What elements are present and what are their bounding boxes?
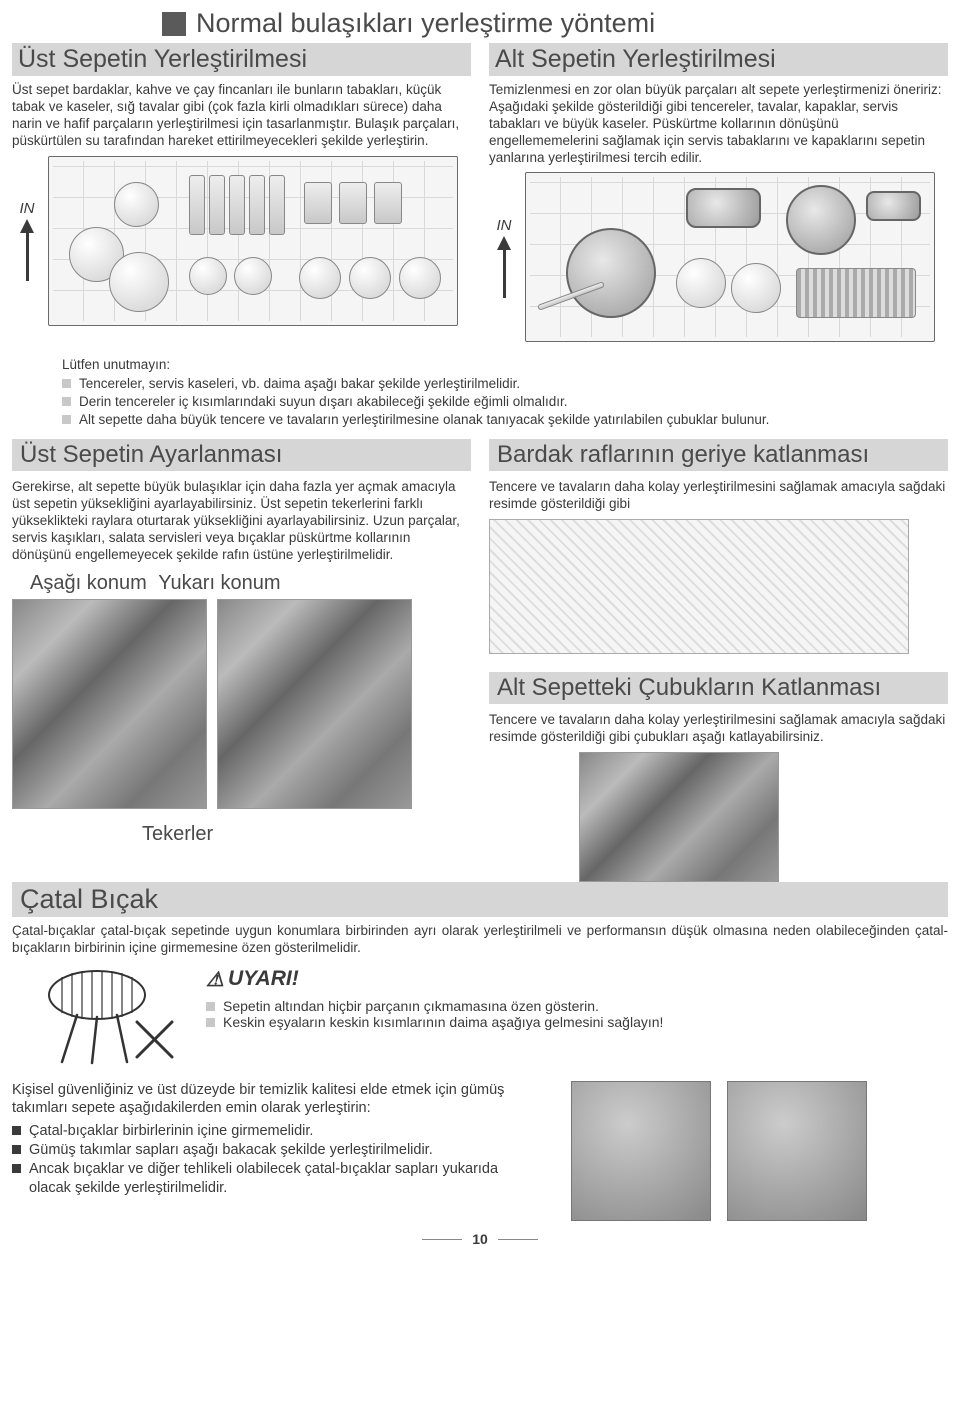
note-text: Tencereler, servis kaseleri, vb. daima a… bbox=[79, 375, 520, 393]
lower-position-label: Aşağı konum bbox=[30, 572, 147, 594]
note-line: Alt sepette daha büyük tencere ve tavala… bbox=[62, 411, 948, 429]
safety-text-block: Kişisel güvenliğiniz ve üst düzeyde bir … bbox=[12, 1081, 541, 1198]
cutlery-text: Çatal-bıçaklar çatal-bıçak sepetinde uyg… bbox=[12, 923, 948, 957]
upper-position-photo bbox=[217, 599, 412, 809]
lower-position-photo bbox=[12, 599, 207, 809]
cutlery-heading: Çatal Bıçak bbox=[12, 882, 948, 917]
upper-position-label: Yukarı konum bbox=[158, 572, 280, 594]
safety-line: Gümüş takımlar sapları aşağı bakacak şek… bbox=[12, 1141, 541, 1160]
safety-intro: Kişisel güvenliğiniz ve üst düzeyde bir … bbox=[12, 1081, 541, 1119]
upper-adjust-col: Üst Sepetin Ayarlanması bbox=[12, 439, 471, 479]
cutlery-basket-photo bbox=[727, 1081, 867, 1221]
upper-basket-col: Üst Sepetin Yerleştirilmesi Üst sepet ba… bbox=[12, 43, 471, 342]
note-line: Derin tencereler iç kısımlarındaki suyun… bbox=[62, 393, 948, 411]
upper-basket-heading: Üst Sepetin Yerleştirilmesi bbox=[12, 43, 471, 76]
upper-basket-diagram bbox=[48, 156, 458, 326]
lower-basket-diagram bbox=[525, 172, 935, 342]
position-labels: Aşağı konum Yukarı konum bbox=[30, 572, 471, 595]
adjust-two-col: Üst Sepetin Ayarlanması Bardak raflarını… bbox=[12, 439, 948, 479]
warning-title-text: UYARI! bbox=[228, 967, 299, 991]
arrow-up-icon bbox=[497, 236, 511, 250]
adjust-content-row: Gerekirse, alt sepette büyük bulaşıklar … bbox=[12, 479, 948, 882]
right-stack-col: Tencere ve tavaların daha kolay yerleşti… bbox=[489, 479, 948, 882]
note-text: Derin tencereler iç kısımlarındaki suyun… bbox=[79, 393, 567, 411]
bullet-dark-icon bbox=[12, 1145, 21, 1154]
bullet-icon bbox=[62, 415, 71, 424]
note-text: Alt sepette daha büyük tencere ve tavala… bbox=[79, 411, 769, 429]
cutlery-basket-photo bbox=[571, 1081, 711, 1221]
wheels-label: Tekerler bbox=[142, 823, 471, 846]
arrow-stem-icon bbox=[26, 233, 29, 281]
arrow-up-icon bbox=[20, 219, 34, 233]
notes-intro: Lütfen unutmayın: bbox=[62, 356, 948, 374]
cutlery-basket-icon bbox=[42, 967, 182, 1067]
in-label-upper: IN bbox=[20, 200, 35, 217]
in-arrow-lower: IN bbox=[489, 217, 519, 298]
lower-basket-text: Temizlenmesi en zor olan büyük parçaları… bbox=[489, 82, 948, 166]
cup-shelf-diagram bbox=[489, 519, 909, 654]
upper-basket-diagram-row: IN bbox=[12, 156, 471, 326]
bullet-dark-icon bbox=[12, 1164, 21, 1173]
safety-item: Ancak bıçaklar ve diğer tehlikeli olabil… bbox=[29, 1160, 541, 1198]
upper-adjust-text: Gerekirse, alt sepette büyük bulaşıklar … bbox=[12, 479, 471, 563]
safety-row: Kişisel güvenliğiniz ve üst düzeyde bir … bbox=[12, 1081, 948, 1221]
cup-shelf-heading: Bardak raflarının geriye katlanması bbox=[489, 439, 948, 471]
bullet-icon bbox=[206, 1018, 215, 1027]
main-title: Normal bulaşıkları yerleştirme yöntemi bbox=[196, 8, 655, 39]
warn-text: Sepetin altından hiçbir parçanın çıkmama… bbox=[223, 998, 599, 1014]
safety-item: Gümüş takımlar sapları aşağı bakacak şek… bbox=[29, 1141, 433, 1160]
warning-title: ⚠ UYARI! bbox=[206, 967, 948, 992]
upper-adjust-heading: Üst Sepetin Ayarlanması bbox=[12, 439, 471, 471]
in-arrow-upper: IN bbox=[12, 200, 42, 281]
warn-line: Keskin eşyaların keskin kısımlarının dai… bbox=[206, 1014, 948, 1030]
page-number: 10 bbox=[12, 1231, 948, 1247]
arrow-stem-icon bbox=[503, 250, 506, 298]
bullet-icon bbox=[62, 397, 71, 406]
safety-line: Ancak bıçaklar ve diğer tehlikeli olabil… bbox=[12, 1160, 541, 1198]
warning-block: ⚠ UYARI! Sepetin altından hiçbir parçanı… bbox=[206, 967, 948, 1030]
notes-block: Lütfen unutmayın: Tencereler, servis kas… bbox=[62, 356, 948, 429]
warn-line: Sepetin altından hiçbir parçanın çıkmama… bbox=[206, 998, 948, 1014]
bullet-dark-icon bbox=[12, 1126, 21, 1135]
baskets-two-col: Üst Sepetin Yerleştirilmesi Üst sepet ba… bbox=[12, 43, 948, 342]
note-line: Tencereler, servis kaseleri, vb. daima a… bbox=[62, 375, 948, 393]
fold-spikes-photo bbox=[579, 752, 779, 882]
position-photos bbox=[12, 599, 471, 809]
safety-item: Çatal-bıçaklar birbirlerinin içine girme… bbox=[29, 1122, 313, 1141]
in-label-lower: IN bbox=[497, 217, 512, 234]
cup-shelf-text: Tencere ve tavaların daha kolay yerleşti… bbox=[489, 479, 948, 513]
fold-spikes-text: Tencere ve tavaların daha kolay yerleşti… bbox=[489, 712, 948, 746]
cutlery-basket-photos bbox=[571, 1081, 949, 1221]
safety-line: Çatal-bıçaklar birbirlerinin içine girme… bbox=[12, 1122, 541, 1141]
fold-spikes-heading: Alt Sepetteki Çubukların Katlanması bbox=[489, 672, 948, 704]
warning-row: ⚠ UYARI! Sepetin altından hiçbir parçanı… bbox=[42, 967, 948, 1067]
lower-basket-col: Alt Sepetin Yerleştirilmesi Temizlenmesi… bbox=[489, 43, 948, 342]
bullet-icon bbox=[62, 379, 71, 388]
warn-text: Keskin eşyaların keskin kısımlarının dai… bbox=[223, 1014, 663, 1030]
bullet-icon bbox=[206, 1002, 215, 1011]
main-title-row: Normal bulaşıkları yerleştirme yöntemi bbox=[12, 8, 948, 39]
lower-basket-diagram-row: IN bbox=[489, 172, 948, 342]
warning-triangle-icon: ⚠ bbox=[206, 967, 224, 992]
cup-shelf-col: Bardak raflarının geriye katlanması bbox=[489, 439, 948, 479]
lower-basket-heading: Alt Sepetin Yerleştirilmesi bbox=[489, 43, 948, 76]
upper-basket-text: Üst sepet bardaklar, kahve ve çay fincan… bbox=[12, 82, 471, 150]
title-square-icon bbox=[162, 12, 186, 36]
upper-adjust-content: Gerekirse, alt sepette büyük bulaşıklar … bbox=[12, 479, 471, 882]
